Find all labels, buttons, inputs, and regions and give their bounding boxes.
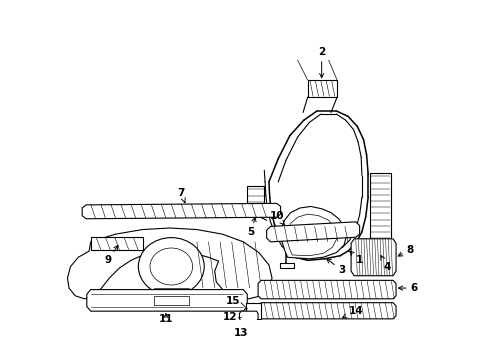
Text: 4: 4 (381, 256, 391, 271)
Ellipse shape (249, 324, 260, 329)
Text: 5: 5 (247, 217, 256, 237)
Polygon shape (267, 222, 360, 242)
Text: 6: 6 (398, 283, 417, 293)
Ellipse shape (245, 322, 264, 331)
Polygon shape (154, 288, 189, 299)
Polygon shape (351, 239, 396, 276)
Text: 9: 9 (104, 246, 118, 265)
Polygon shape (245, 303, 261, 319)
Text: 10: 10 (270, 211, 285, 225)
Polygon shape (288, 214, 337, 256)
Text: 3: 3 (327, 259, 345, 275)
Polygon shape (281, 206, 346, 259)
Polygon shape (87, 289, 247, 311)
Polygon shape (247, 186, 264, 215)
Text: 13: 13 (234, 328, 248, 338)
Polygon shape (154, 296, 189, 305)
Polygon shape (68, 228, 272, 299)
Text: 7: 7 (178, 188, 185, 203)
Polygon shape (308, 80, 337, 97)
Text: 2: 2 (318, 48, 325, 78)
Polygon shape (258, 280, 396, 299)
Text: 15: 15 (226, 296, 241, 306)
Text: 14: 14 (343, 306, 363, 318)
Ellipse shape (150, 248, 193, 285)
Polygon shape (240, 311, 258, 321)
Ellipse shape (138, 238, 204, 295)
Text: 11: 11 (159, 314, 173, 324)
Text: 12: 12 (223, 311, 238, 321)
Polygon shape (91, 237, 143, 249)
Text: 1: 1 (350, 251, 363, 265)
Text: 8: 8 (398, 244, 414, 256)
Polygon shape (82, 203, 281, 219)
Polygon shape (258, 303, 396, 319)
Polygon shape (369, 172, 392, 253)
